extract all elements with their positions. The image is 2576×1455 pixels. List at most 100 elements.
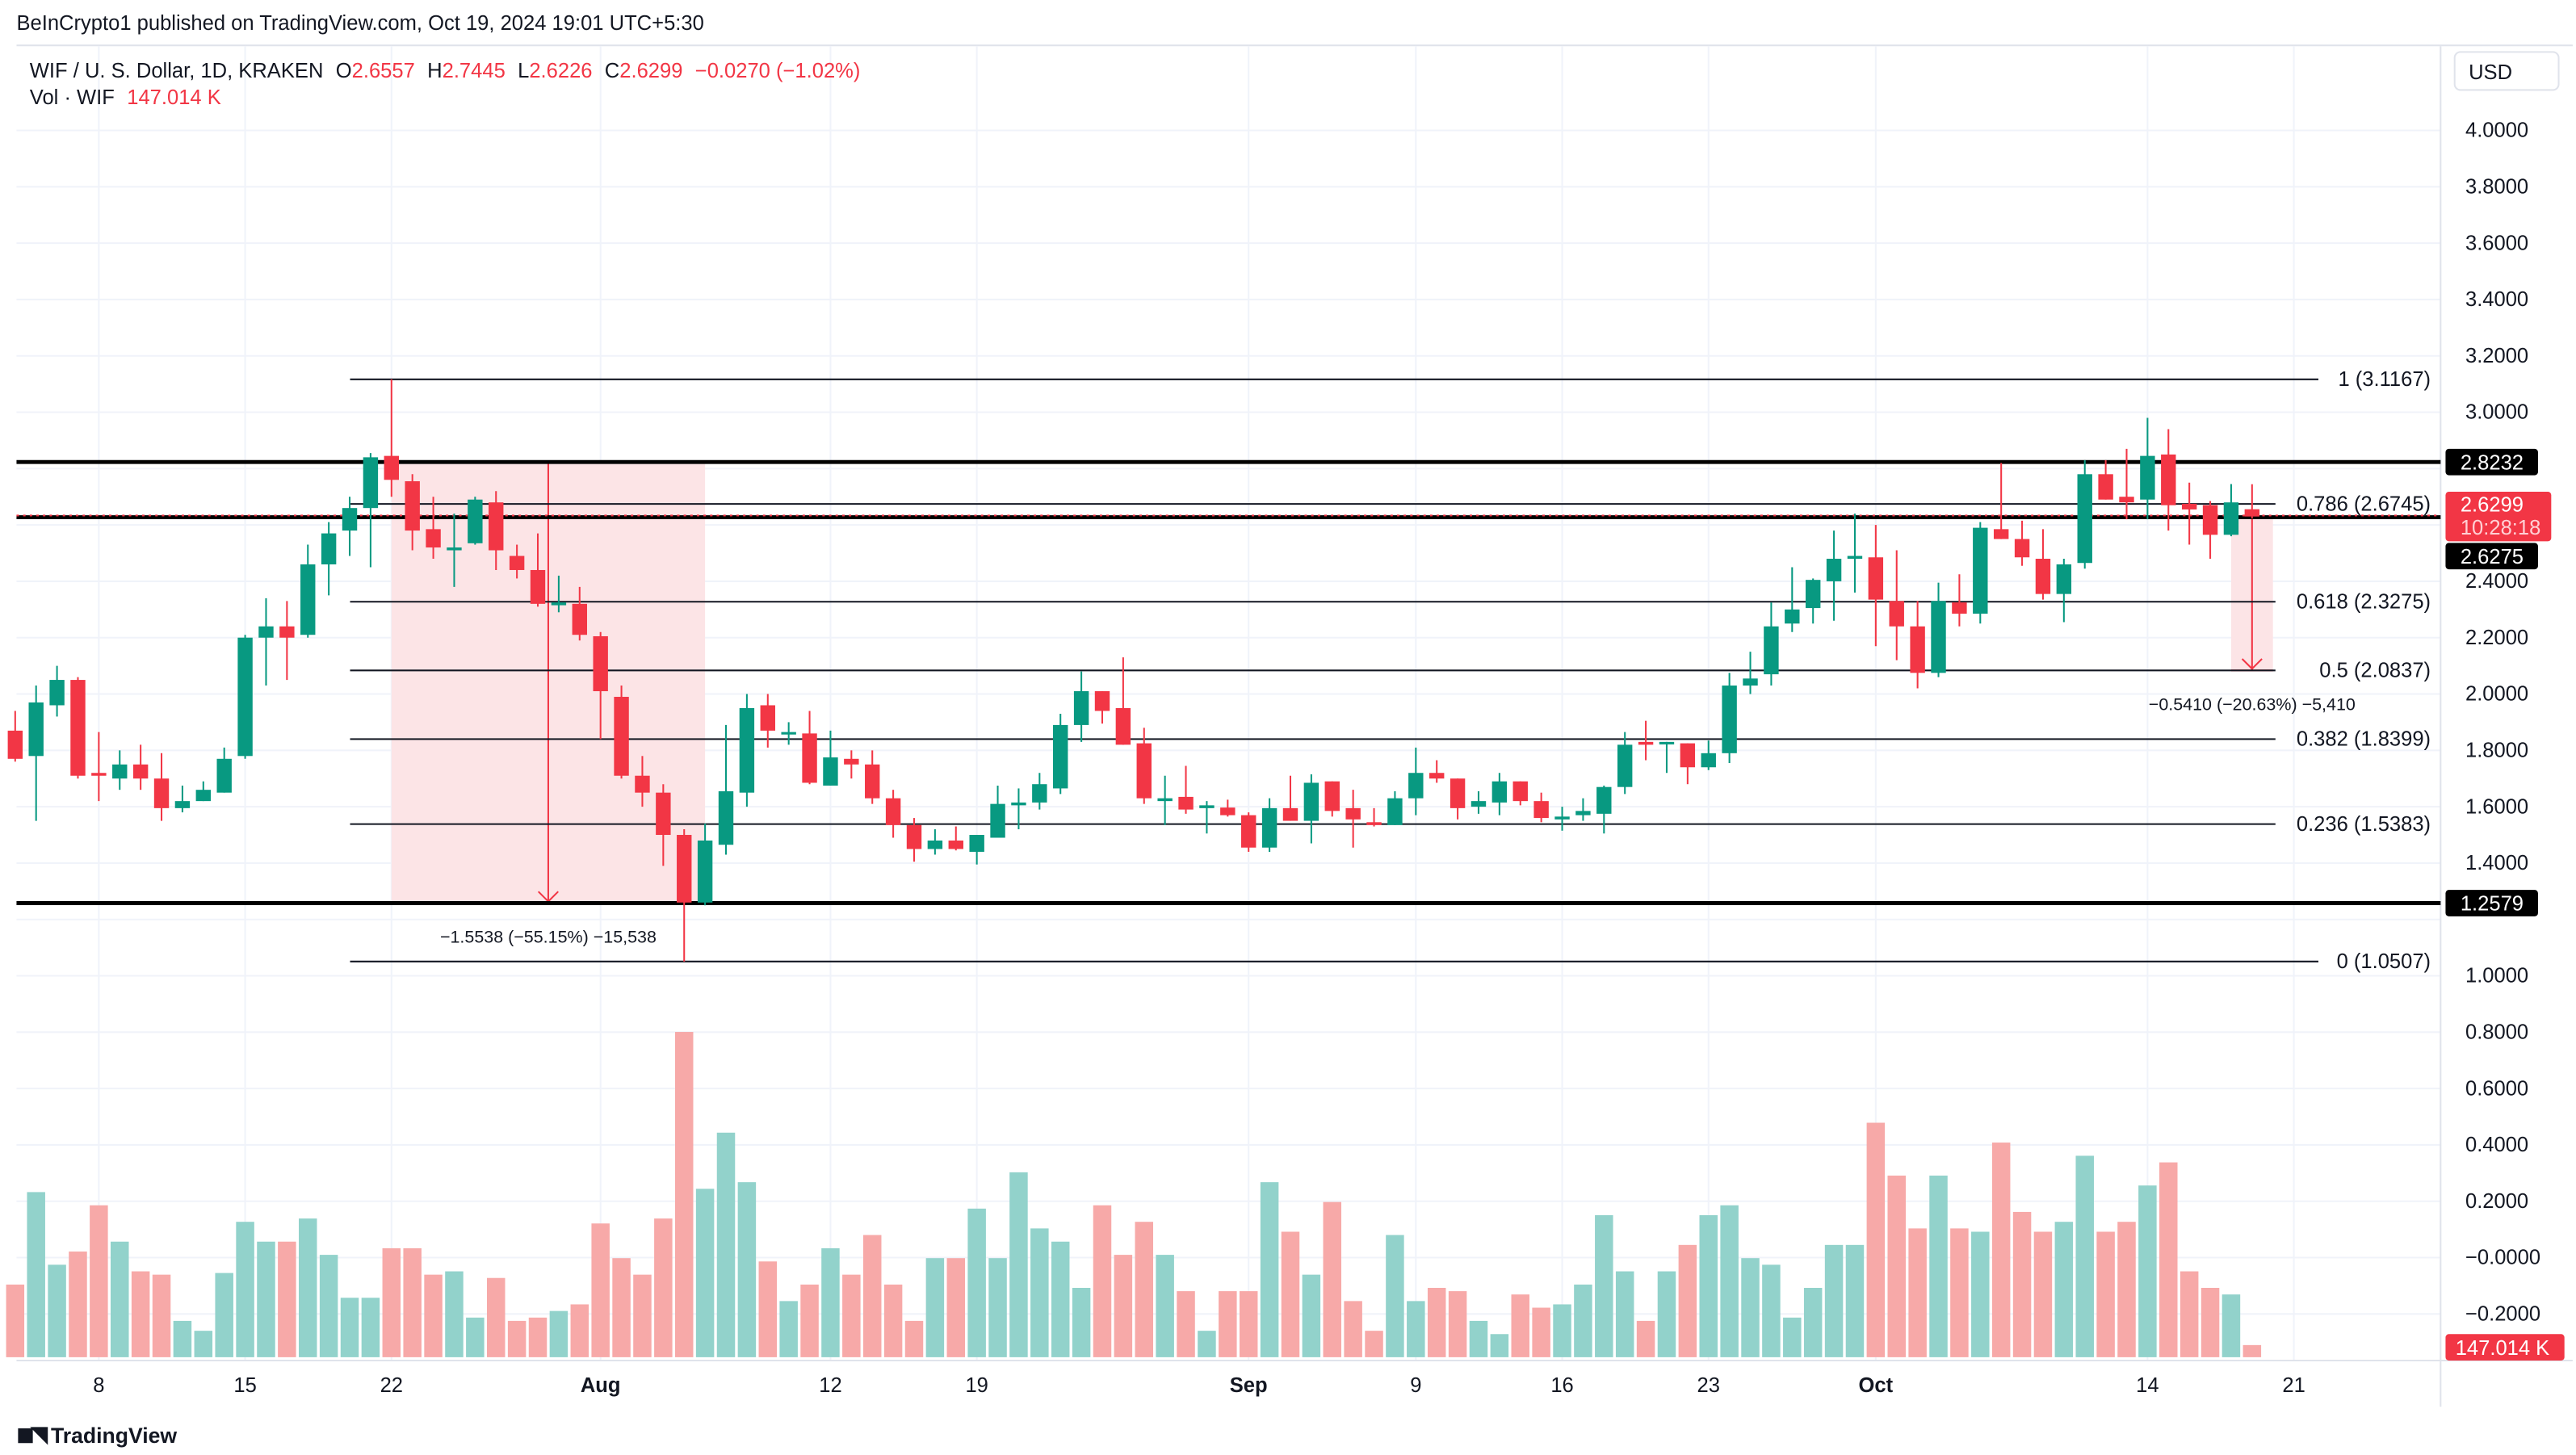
candle-down	[906, 824, 922, 849]
candle-up	[1032, 784, 1047, 803]
volume-bar	[1135, 1222, 1154, 1357]
symbol-title[interactable]: WIF / U. S. Dollar, 1D, KRAKEN	[29, 59, 324, 83]
low-value: 2.6226	[529, 59, 593, 83]
volume-bar	[298, 1218, 317, 1357]
time-axis-label: Sep	[1230, 1374, 1268, 1397]
candle-up	[969, 835, 984, 852]
candle-down	[677, 835, 692, 903]
candle-up	[174, 801, 191, 808]
candle-up	[258, 626, 274, 638]
candle-up	[237, 637, 253, 757]
volume-bar	[2012, 1211, 2032, 1357]
volume-bar	[654, 1218, 673, 1357]
last-volume-label: 147.014 K	[2456, 1337, 2549, 1360]
candle-up	[1764, 626, 1779, 675]
candle-up	[823, 757, 838, 786]
volume-bar	[486, 1277, 506, 1357]
volume-bar	[1971, 1231, 1990, 1357]
volume-bar	[570, 1304, 589, 1357]
volume-bar	[2075, 1155, 2094, 1357]
volume-bar	[737, 1182, 757, 1357]
candle-up	[990, 803, 1005, 838]
candle-down	[2202, 505, 2218, 535]
arrow-down-icon	[2241, 658, 2263, 670]
candle-up	[1011, 802, 1026, 806]
candle-down	[1889, 601, 1904, 627]
volume-bar	[1009, 1172, 1028, 1357]
volume-bar	[1448, 1291, 1467, 1357]
candle-down	[1512, 781, 1528, 802]
candle-up	[1157, 798, 1173, 802]
candle-up	[1596, 786, 1612, 814]
candle-down	[1952, 602, 1967, 614]
volume-bar	[695, 1189, 715, 1357]
volume-bar	[1093, 1205, 1112, 1357]
volume-bar	[173, 1320, 192, 1357]
volume-bar	[1114, 1255, 1133, 1357]
volume-bar	[1532, 1307, 1550, 1357]
price-axis-label: 0.2000	[2465, 1190, 2528, 1213]
time-axis-label: Oct	[1859, 1374, 1894, 1397]
volume-bar	[48, 1264, 66, 1357]
candle-up	[1826, 559, 1842, 581]
volume-value: 147.014 K	[127, 86, 221, 109]
price-axis-label: 2.0000	[2465, 683, 2528, 706]
volume-bar	[1302, 1274, 1321, 1357]
volume-bar	[1574, 1284, 1592, 1357]
volume-bar	[403, 1247, 422, 1357]
price-axis-label: 1.6000	[2465, 795, 2528, 818]
volume-bar	[1699, 1215, 1718, 1357]
candle-down	[1345, 807, 1361, 820]
volume-bar	[1386, 1235, 1404, 1357]
volume-bar	[1323, 1201, 1342, 1357]
countdown-label: 10:28:18	[2461, 517, 2540, 539]
change-value: −0.0270 (−1.02%)	[694, 59, 861, 83]
candle-down	[2098, 474, 2113, 500]
volume-bar	[988, 1258, 1007, 1357]
volume-bar	[1657, 1271, 1676, 1357]
volume-bar	[779, 1301, 798, 1357]
last-volume-badge	[2445, 1334, 2565, 1361]
price-axis-label: 2.2000	[2465, 627, 2528, 649]
volume-bar	[1950, 1228, 1969, 1357]
last-price-badge	[2445, 492, 2552, 542]
volume-bar	[1762, 1264, 1781, 1357]
volume-bar	[1783, 1317, 1802, 1357]
currency-selector[interactable]: USD	[2453, 51, 2560, 91]
candle-down	[132, 764, 149, 779]
volume-bar	[236, 1222, 254, 1357]
volume-bar	[507, 1320, 527, 1357]
volume-bar	[1427, 1287, 1446, 1357]
tradingview-logo-icon: ◼◥	[16, 1421, 47, 1447]
volume-bar	[340, 1298, 359, 1357]
price-axis-label: 0.4000	[2465, 1134, 2528, 1156]
candle-down	[1450, 778, 1466, 808]
candle-down	[7, 730, 23, 759]
volume-bar	[2033, 1231, 2053, 1357]
candle-down	[1533, 801, 1549, 819]
candle-down	[2161, 454, 2176, 505]
volume-bar	[1908, 1228, 1927, 1357]
candle-down	[2014, 539, 2030, 558]
volume-label[interactable]: Vol · WIF	[29, 86, 115, 109]
price-axis-label: 0.8000	[2465, 1021, 2528, 1043]
candle-up	[1805, 580, 1821, 609]
volume-bar	[1239, 1291, 1258, 1357]
candle-up	[1701, 753, 1716, 768]
price-axis-label: 3.8000	[2465, 176, 2528, 199]
chart-frame	[16, 44, 2573, 1410]
tradingview-logo[interactable]: ◼◥ TradingView	[16, 1422, 177, 1449]
candle-up	[1575, 811, 1591, 816]
candle-up	[2140, 455, 2155, 500]
price-axis-label: 1.0000	[2465, 965, 2528, 987]
last-price-label: 2.6299	[2461, 494, 2524, 517]
volume-bar	[1219, 1291, 1237, 1357]
volume-bar	[2242, 1344, 2262, 1357]
candle-up	[1659, 741, 1675, 744]
candle-down	[885, 798, 901, 825]
volume-bar	[215, 1273, 233, 1357]
price-axis-label: 3.0000	[2465, 401, 2528, 424]
candle-up	[28, 702, 44, 757]
